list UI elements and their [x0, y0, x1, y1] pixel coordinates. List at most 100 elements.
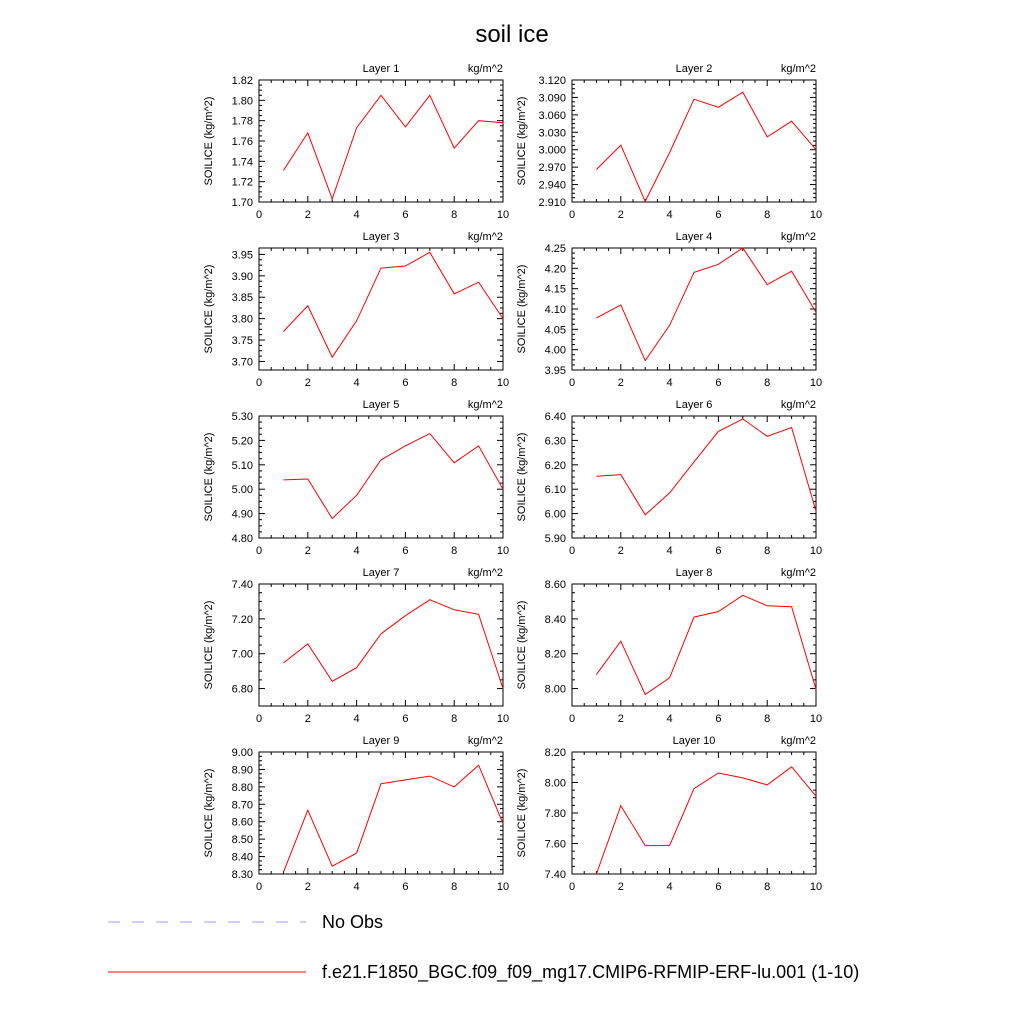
x-tick-label: 0 — [256, 713, 262, 725]
panel-units: kg/m^2 — [468, 231, 503, 243]
y-tick-label: 5.10 — [232, 460, 253, 472]
y-axis-label: SOILICE (kg/m^2) — [203, 433, 215, 522]
x-tick-label: 0 — [569, 377, 575, 389]
x-tick-label: 2 — [618, 713, 624, 725]
x-tick-label: 6 — [402, 881, 408, 893]
panel-layer-4: 0 2 4 6 8 10 3.95 4.00 4.05 4.10 4.15 4.20 4.25 Layer… — [516, 231, 822, 389]
x-tick-label: 4 — [667, 545, 673, 557]
y-tick-label: 5.90 — [545, 533, 566, 545]
plot-frame — [258, 415, 504, 539]
series-line — [282, 94, 504, 201]
x-tick-label: 10 — [810, 209, 822, 221]
panel-units: kg/m^2 — [468, 735, 503, 747]
x-tick-label: 8 — [451, 377, 457, 389]
y-tick-label: 4.05 — [545, 324, 566, 336]
x-tick-label: 10 — [497, 545, 509, 557]
plot-frame — [571, 583, 817, 707]
y-tick-label: 2.940 — [538, 180, 566, 192]
y-axis-label: SOILICE (kg/m^2) — [203, 601, 215, 690]
x-tick-label: 8 — [451, 881, 457, 893]
x-tick-label: 8 — [451, 545, 457, 557]
y-tick-label: 3.80 — [232, 314, 253, 326]
panel-layer-7: 0 2 4 6 8 10 6.80 7.00 7.20 7.40 Layer 7 kg/m^2 SOIL… — [203, 567, 509, 725]
y-tick-label: 8.90 — [232, 764, 253, 776]
panel-units: kg/m^2 — [781, 567, 816, 579]
y-tick-label: 1.70 — [232, 197, 253, 209]
x-tick-label: 10 — [810, 881, 822, 893]
y-tick-label: 7.40 — [232, 579, 253, 591]
panel-layer-8: 0 2 4 6 8 10 8.00 8.20 8.40 8.60 Layer 8 kg/m^2 SOIL… — [516, 567, 822, 725]
panel-title: Layer 1 — [363, 63, 400, 75]
y-tick-label: 5.30 — [232, 411, 253, 423]
x-tick-label: 2 — [305, 377, 311, 389]
y-axis-label: SOILICE (kg/m^2) — [203, 265, 215, 354]
y-axis-label: SOILICE (kg/m^2) — [516, 433, 528, 522]
plot-frame — [258, 583, 504, 707]
panel-layer-10: 0 2 4 6 8 10 7.40 7.60 7.80 8.00 8.20 Layer 10 kg/m^… — [516, 735, 822, 893]
y-tick-label: 1.82 — [232, 75, 253, 87]
panel-layer-2: 0 2 4 6 8 10 2.910 2.940 2.970 3.000 3.030 3.060 3.0… — [516, 63, 822, 221]
y-axis-label: SOILICE (kg/m^2) — [516, 265, 528, 354]
x-tick-label: 0 — [569, 881, 575, 893]
y-tick-label: 5.20 — [232, 435, 253, 447]
panel-layer-5: 0 2 4 6 8 10 4.80 4.90 5.00 5.10 5.20 5.30 Layer 5 kg… — [203, 399, 509, 557]
panel-units: kg/m^2 — [468, 567, 503, 579]
x-tick-label: 6 — [402, 545, 408, 557]
panel-units: kg/m^2 — [781, 399, 816, 411]
series-line — [282, 764, 504, 873]
x-tick-label: 4 — [354, 713, 360, 725]
panel-title: Layer 9 — [363, 735, 400, 747]
y-tick-label: 3.95 — [232, 249, 253, 261]
y-axis-label: SOILICE (kg/m^2) — [516, 601, 528, 690]
x-tick-label: 4 — [354, 881, 360, 893]
y-tick-label: 7.00 — [232, 649, 253, 661]
series-line — [283, 599, 504, 689]
x-tick-label: 6 — [715, 209, 721, 221]
x-tick-label: 10 — [810, 377, 822, 389]
x-tick-label: 2 — [305, 713, 311, 725]
y-tick-label: 3.060 — [538, 110, 566, 122]
legend-label-no-obs: No Obs — [322, 912, 383, 932]
y-tick-label: 1.80 — [232, 95, 253, 107]
y-tick-label: 3.95 — [545, 365, 566, 377]
x-tick-label: 8 — [764, 377, 770, 389]
x-tick-label: 8 — [764, 881, 770, 893]
panel-title: Layer 7 — [363, 567, 400, 579]
x-tick-label: 2 — [305, 209, 311, 221]
y-tick-label: 4.10 — [545, 304, 566, 316]
panel-units: kg/m^2 — [781, 63, 816, 75]
x-tick-label: 8 — [764, 545, 770, 557]
x-tick-label: 2 — [305, 881, 311, 893]
x-tick-label: 10 — [497, 881, 509, 893]
x-tick-label: 6 — [402, 713, 408, 725]
y-axis-label: SOILICE (kg/m^2) — [516, 769, 528, 858]
y-tick-label: 3.75 — [232, 335, 253, 347]
y-tick-label: 3.120 — [538, 75, 566, 87]
x-tick-label: 2 — [618, 545, 624, 557]
x-tick-label: 8 — [451, 713, 457, 725]
y-tick-label: 9.00 — [232, 747, 253, 759]
x-tick-label: 0 — [256, 881, 262, 893]
series-line — [596, 247, 817, 362]
x-tick-label: 8 — [764, 713, 770, 725]
x-tick-label: 10 — [810, 545, 822, 557]
y-tick-label: 8.00 — [545, 778, 566, 790]
x-tick-label: 2 — [305, 545, 311, 557]
panel-layer-6: 0 2 4 6 8 10 5.90 6.00 6.10 6.20 6.30 6.40 Layer 6 kg… — [516, 399, 822, 557]
panel-title: Layer 2 — [676, 63, 713, 75]
y-tick-label: 1.78 — [232, 116, 253, 128]
x-tick-label: 10 — [810, 713, 822, 725]
y-tick-label: 7.80 — [545, 808, 566, 820]
panel-title: Layer 4 — [676, 231, 713, 243]
x-tick-label: 4 — [667, 881, 673, 893]
y-tick-label: 8.60 — [545, 579, 566, 591]
panel-layer-9: 0 2 4 6 8 10 8.30 8.40 8.50 8.60 8.70 8.80 8.90 9.00 L… — [203, 735, 509, 893]
series-line — [595, 766, 817, 875]
series-line — [283, 432, 504, 520]
x-tick-label: 0 — [256, 545, 262, 557]
y-tick-label: 6.40 — [545, 411, 566, 423]
x-tick-label: 2 — [618, 377, 624, 389]
plot-frame — [258, 751, 504, 875]
x-tick-label: 4 — [667, 377, 673, 389]
figure-title: soil ice — [475, 21, 548, 48]
